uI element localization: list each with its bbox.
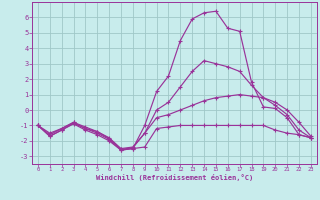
X-axis label: Windchill (Refroidissement éolien,°C): Windchill (Refroidissement éolien,°C) xyxy=(96,174,253,181)
